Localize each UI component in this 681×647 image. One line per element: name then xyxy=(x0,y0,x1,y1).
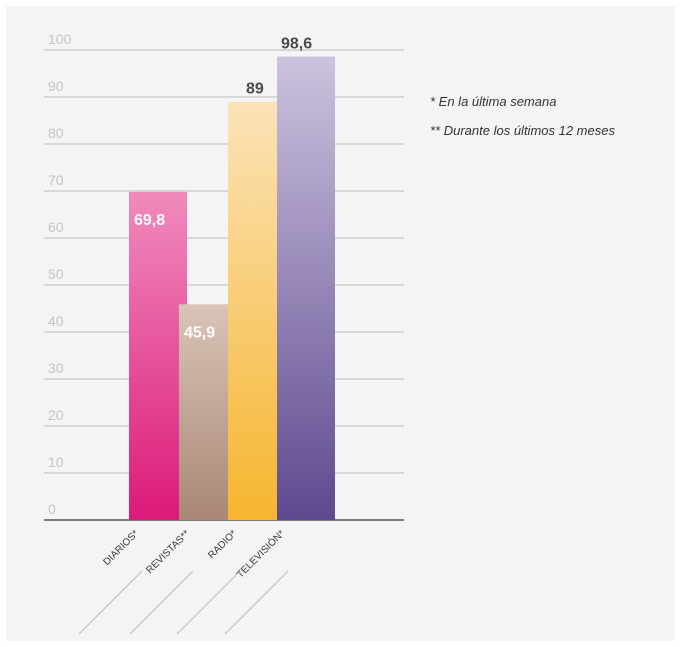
bar-chart: 0 10 20 30 40 50 60 70 80 90 100 69,8 45,9 89 98,6 DI… xyxy=(44,31,404,635)
y-tick-label: 20 xyxy=(48,407,64,423)
chart-frame: 0 10 20 30 40 50 60 70 80 90 100 69,8 45,9 89 98,6 DI… xyxy=(6,6,675,641)
y-tick-label: 70 xyxy=(48,172,64,188)
category-label: DIARIOS* xyxy=(102,528,142,568)
category-leader-line xyxy=(176,570,241,635)
footnote-last-week: * En la última semana xyxy=(430,94,557,109)
category-leader-line xyxy=(224,570,289,635)
y-tick-label: 100 xyxy=(48,31,72,47)
footnote-last-12-months: ** Durante los últimos 12 meses xyxy=(430,123,615,138)
y-tick-label: 0 xyxy=(48,501,56,517)
bar-value-label: 89 xyxy=(246,81,264,98)
y-tick-label: 10 xyxy=(48,454,64,470)
category-label: RADIO* xyxy=(206,528,239,561)
category-label: REVISTAS** xyxy=(144,528,192,576)
y-tick-label: 90 xyxy=(48,78,64,94)
y-tick-label: 60 xyxy=(48,219,64,235)
bar xyxy=(129,191,187,520)
bar xyxy=(179,304,237,520)
bar xyxy=(277,56,335,521)
bar-value-label: 69,8 xyxy=(134,212,165,229)
bar-value-label: 45,9 xyxy=(184,324,215,341)
bar-value-label: 98,6 xyxy=(281,36,312,53)
bar xyxy=(228,101,286,520)
category-leader-line xyxy=(78,570,143,635)
category-leader-line xyxy=(129,570,194,635)
y-tick-label: 30 xyxy=(48,360,64,376)
y-tick-label: 40 xyxy=(48,313,64,329)
category-label: TELEVISIÓN* xyxy=(234,527,288,581)
y-tick-label: 50 xyxy=(48,266,64,282)
y-tick-label: 80 xyxy=(48,125,64,141)
